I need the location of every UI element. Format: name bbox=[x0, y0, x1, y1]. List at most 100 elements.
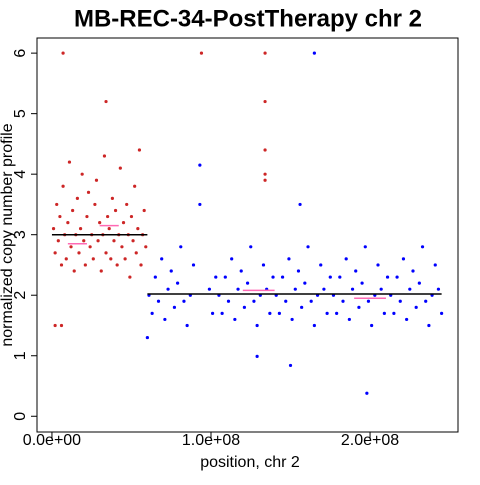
data-point bbox=[284, 299, 288, 303]
y-tick-label: 3 bbox=[12, 230, 29, 239]
data-point bbox=[66, 220, 70, 225]
data-point bbox=[185, 323, 189, 328]
data-point bbox=[91, 257, 95, 261]
data-point bbox=[414, 305, 418, 309]
data-point bbox=[134, 251, 138, 255]
data-point bbox=[239, 269, 243, 273]
data-point bbox=[166, 287, 170, 291]
data-point bbox=[370, 323, 374, 328]
data-point bbox=[252, 299, 256, 303]
data-point bbox=[113, 208, 118, 213]
data-point bbox=[249, 245, 253, 249]
y-tick-label: 5 bbox=[12, 109, 29, 118]
data-point bbox=[328, 275, 332, 279]
data-point bbox=[245, 281, 250, 285]
data-point bbox=[125, 202, 129, 207]
data-point bbox=[398, 299, 402, 303]
data-point bbox=[385, 275, 390, 279]
data-point bbox=[175, 281, 180, 285]
data-point bbox=[382, 311, 386, 315]
data-point bbox=[230, 257, 234, 261]
data-point bbox=[123, 257, 127, 261]
data-point bbox=[144, 245, 148, 249]
data-point bbox=[408, 287, 412, 291]
data-point bbox=[379, 287, 383, 291]
data-point bbox=[98, 220, 102, 225]
data-point bbox=[300, 305, 304, 309]
data-point bbox=[341, 299, 345, 303]
y-tick-label: 1 bbox=[12, 351, 29, 360]
data-point bbox=[376, 263, 380, 267]
data-point bbox=[360, 281, 364, 285]
data-point bbox=[182, 299, 186, 303]
data-point bbox=[156, 299, 161, 303]
data-point bbox=[263, 99, 267, 104]
data-point bbox=[133, 184, 137, 188]
data-point bbox=[96, 239, 100, 243]
data-point bbox=[287, 257, 291, 261]
data-point bbox=[83, 263, 87, 267]
data-point bbox=[363, 245, 367, 249]
data-point bbox=[55, 202, 59, 207]
data-point bbox=[120, 245, 124, 249]
data-point bbox=[150, 311, 154, 315]
data-point bbox=[163, 317, 167, 322]
data-point bbox=[69, 245, 73, 249]
y-tick-label: 2 bbox=[12, 291, 29, 300]
data-point bbox=[86, 190, 91, 194]
data-point bbox=[53, 323, 57, 328]
data-point bbox=[118, 166, 122, 170]
data-point bbox=[110, 196, 114, 200]
data-point bbox=[191, 263, 196, 267]
data-point bbox=[322, 287, 326, 291]
x-axis-label: position, chr 2 bbox=[200, 454, 300, 471]
data-point bbox=[436, 287, 441, 291]
data-point bbox=[72, 269, 76, 273]
data-point bbox=[344, 257, 348, 261]
data-point bbox=[420, 245, 425, 249]
data-point bbox=[335, 311, 339, 315]
data-point bbox=[139, 263, 143, 267]
data-point bbox=[58, 214, 62, 219]
data-point bbox=[290, 317, 294, 322]
data-point bbox=[142, 208, 146, 213]
data-point bbox=[179, 245, 183, 249]
data-point bbox=[226, 299, 231, 303]
data-point bbox=[354, 269, 358, 273]
data-point bbox=[263, 172, 267, 176]
data-point bbox=[312, 323, 316, 328]
data-point bbox=[131, 239, 135, 243]
data-point bbox=[67, 160, 72, 164]
data-point bbox=[392, 311, 396, 315]
data-point bbox=[198, 163, 202, 167]
data-point bbox=[236, 287, 240, 291]
data-point bbox=[424, 299, 428, 303]
data-point bbox=[64, 257, 68, 261]
data-point bbox=[61, 184, 65, 188]
data-point bbox=[288, 363, 293, 368]
data-point bbox=[411, 269, 415, 273]
data-point bbox=[220, 311, 224, 315]
data-point bbox=[325, 311, 329, 315]
data-point bbox=[56, 239, 60, 243]
data-point bbox=[242, 305, 246, 309]
data-point bbox=[319, 263, 323, 267]
data-point bbox=[280, 275, 285, 279]
data-point bbox=[401, 257, 406, 261]
data-point bbox=[59, 263, 64, 267]
data-point bbox=[137, 148, 142, 152]
data-point bbox=[107, 227, 111, 231]
data-point bbox=[306, 245, 310, 249]
data-point bbox=[350, 287, 355, 291]
data-point bbox=[129, 214, 134, 219]
data-point bbox=[53, 251, 57, 255]
data-point bbox=[263, 148, 267, 152]
data-point bbox=[338, 275, 342, 279]
data-point bbox=[365, 391, 369, 395]
data-point bbox=[233, 317, 237, 322]
data-point bbox=[210, 311, 215, 315]
data-point bbox=[80, 172, 84, 176]
data-point bbox=[61, 51, 65, 55]
